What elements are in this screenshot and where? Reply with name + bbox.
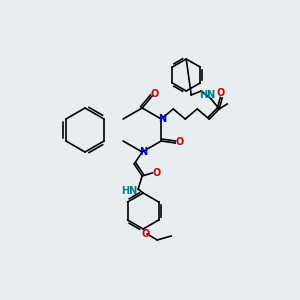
Text: HN: HN bbox=[121, 186, 137, 196]
Text: N: N bbox=[158, 114, 166, 124]
Text: HN: HN bbox=[199, 90, 215, 100]
Text: N: N bbox=[139, 147, 147, 157]
Text: O: O bbox=[141, 229, 149, 239]
Text: O: O bbox=[216, 88, 224, 98]
Text: O: O bbox=[175, 137, 183, 147]
Text: O: O bbox=[150, 89, 158, 99]
Text: O: O bbox=[152, 168, 160, 178]
